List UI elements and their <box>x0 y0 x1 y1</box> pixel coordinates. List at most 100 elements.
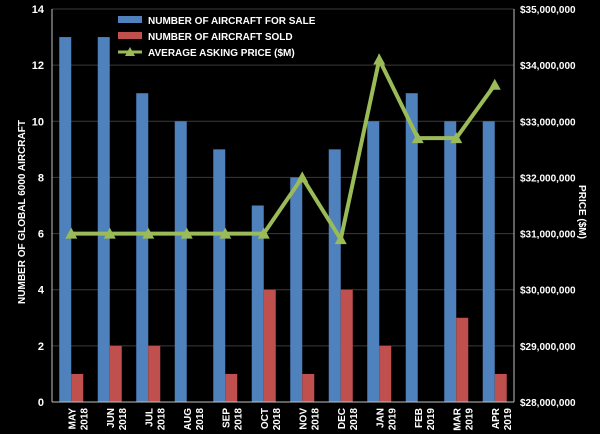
legend-label: AVERAGE ASKING PRICE ($M) <box>148 48 295 59</box>
x-tick-label-line: 2018 <box>310 408 321 431</box>
legend-label: NUMBER OF AIRCRAFT FOR SALE <box>148 16 316 27</box>
x-tick-label-line: DEC <box>337 408 348 429</box>
y2-tick-label: $30,000,000 <box>520 286 576 297</box>
x-tick-label-line: AUG <box>183 408 194 430</box>
bar-for-sale <box>328 149 341 402</box>
bar-sold <box>71 373 84 402</box>
x-tick-label-line: NOV <box>298 408 309 430</box>
price-point-marker <box>373 53 386 65</box>
x-tick-label: NOV2018 <box>298 408 321 431</box>
x-tick-label-line: 2018 <box>79 408 90 431</box>
price-point-marker <box>296 171 309 183</box>
bar-sold <box>494 373 507 402</box>
x-tick-label-line: 2018 <box>349 408 360 431</box>
y2-tick-label: $32,000,000 <box>520 173 576 184</box>
bar-for-sale <box>367 121 380 403</box>
price-point-marker <box>411 132 424 144</box>
legend-swatch <box>118 16 142 23</box>
bar-sold <box>109 345 122 402</box>
bar-for-sale <box>97 37 110 402</box>
y-tick-label: 10 <box>32 116 44 128</box>
price-line <box>71 53 497 245</box>
y-tick-label: 14 <box>32 4 45 16</box>
price-point-marker <box>488 78 501 90</box>
price-point-marker <box>103 227 116 239</box>
x-tick-label: MAR2019 <box>452 407 475 431</box>
price-line-layer <box>65 53 501 245</box>
x-tick-label-line: JUN <box>106 408 117 428</box>
y-axis-title: NUMBER OF GLOBAL 6000 AIRCRAFT <box>17 120 28 304</box>
x-tick-label-line: JUL <box>144 408 155 427</box>
price-point-marker <box>450 132 463 144</box>
x-tick-label: AUG2018 <box>183 408 206 431</box>
x-tick-label-line: 2019 <box>464 408 475 431</box>
y2-tick-label: $35,000,000 <box>520 5 576 16</box>
x-tick-label-line: 2018 <box>195 408 206 431</box>
y-tick-label: 0 <box>38 397 44 409</box>
x-tick-label: APR2019 <box>491 407 514 430</box>
x-tick-label-line: SEP <box>221 408 232 428</box>
legend-marker <box>125 47 135 56</box>
y2-tick-label: $33,000,000 <box>520 117 576 128</box>
x-tick-label: MAY2018 <box>67 408 90 431</box>
y-tick-label: 8 <box>38 172 44 184</box>
x-tick-label-line: 2019 <box>503 408 514 431</box>
x-tick-label-line: OCT <box>260 408 271 429</box>
bar-for-sale <box>482 121 495 403</box>
price-point-marker <box>257 227 270 239</box>
x-tick-label-line: APR <box>491 407 502 429</box>
price-point-marker <box>65 227 78 239</box>
price-point-marker <box>219 227 232 239</box>
y-tick-label: 2 <box>38 341 44 353</box>
y-tick-label: 4 <box>38 285 45 297</box>
bar-for-sale <box>405 93 418 402</box>
x-tick-label-line: 2019 <box>426 408 437 431</box>
x-tick-label-line: 2018 <box>118 408 129 431</box>
x-tick-label-line: 2018 <box>272 408 283 431</box>
bar-sold <box>148 345 161 402</box>
x-tick-label-line: MAR <box>452 407 463 431</box>
bar-for-sale <box>136 93 149 402</box>
x-tick-label: DEC2018 <box>337 408 360 431</box>
bars <box>59 37 507 403</box>
legend-swatch <box>118 32 142 39</box>
x-tick-label-line: 2018 <box>233 408 244 431</box>
bar-for-sale <box>290 177 303 402</box>
bar-sold <box>225 373 238 402</box>
x-tick-label-line: 2018 <box>156 408 167 431</box>
bar-for-sale <box>251 205 264 402</box>
x-tick-label-line: 2019 <box>387 408 398 431</box>
legend-label: NUMBER OF AIRCRAFT SOLD <box>148 32 293 43</box>
y2-tick-label: $28,000,000 <box>520 398 576 409</box>
x-tick-label-line: MAY <box>67 408 78 430</box>
bar-sold <box>302 373 315 402</box>
y2-tick-label: $31,000,000 <box>520 230 576 241</box>
y-tick-label: 6 <box>38 229 44 241</box>
x-tick-label: FEB2019 <box>414 408 437 431</box>
bar-for-sale <box>444 121 457 403</box>
price-point-marker <box>180 227 193 239</box>
x-tick-label: JAN2019 <box>375 408 398 431</box>
tick-labels: 0 2 4 6 8 10 12 14 $28,000,000 $29,000,000 $30,000… <box>32 4 576 431</box>
x-tick-label: JUL2018 <box>144 408 167 431</box>
x-tick-label-line: FEB <box>414 408 425 428</box>
x-tick-label-line: JAN <box>375 408 386 428</box>
x-tick-label: SEP2018 <box>221 408 244 431</box>
y2-tick-label: $34,000,000 <box>520 61 576 72</box>
x-tick-label: JUN2018 <box>106 408 129 431</box>
bar-for-sale <box>59 37 72 402</box>
legend: NUMBER OF AIRCRAFT FOR SALE NUMBER OF AIR… <box>118 16 316 59</box>
bar-sold <box>456 317 469 402</box>
y2-axis-title: PRICE ($M) <box>576 185 587 239</box>
bar-sold <box>263 289 276 402</box>
price-point-marker <box>142 227 155 239</box>
y2-tick-label: $29,000,000 <box>520 342 576 353</box>
bar-for-sale <box>174 121 187 403</box>
bar-sold <box>379 345 392 402</box>
axes <box>51 9 515 403</box>
price-point-marker <box>334 233 347 245</box>
bar-sold <box>340 289 353 402</box>
y-tick-label: 12 <box>32 60 44 72</box>
